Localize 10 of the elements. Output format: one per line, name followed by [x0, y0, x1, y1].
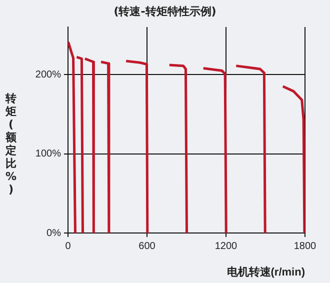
y-tick-label: 100% [35, 148, 62, 160]
y-axis-title: 转矩(额定比%) [5, 92, 17, 196]
x-axis-title: 电机转速(r/min) [226, 265, 306, 278]
y-tick-label: 0% [46, 228, 62, 239]
x-tick-label: 600 [138, 240, 156, 252]
x-tick-label: 1800 [294, 240, 317, 252]
y-tick-label: 200% [35, 69, 62, 80]
x-tick-label: 0 [65, 240, 72, 252]
chart-title: (转速-转矩特性示例) [112, 4, 218, 19]
x-tick-label: 1200 [214, 240, 238, 252]
